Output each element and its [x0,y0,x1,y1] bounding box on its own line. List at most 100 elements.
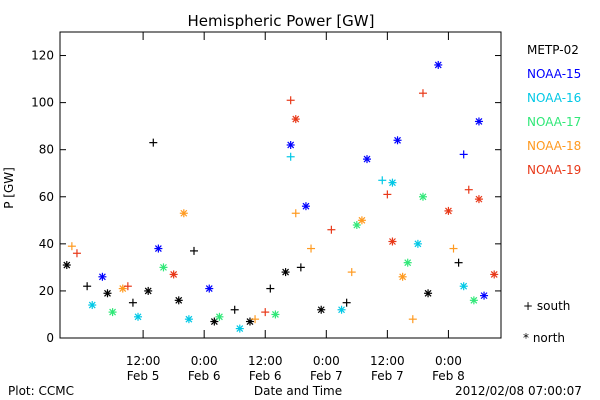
north-marker [215,312,224,321]
x-tick-label-date: Feb 6 [188,369,221,383]
south-marker [454,258,463,267]
south-marker [291,209,300,218]
series-noaa-15 [98,60,489,300]
north-marker [393,136,402,145]
south-marker [261,308,270,317]
north-marker [469,296,478,305]
y-tick-label: 80 [39,143,54,157]
north-marker [174,296,183,305]
north-marker [184,315,193,324]
south-marker [307,244,316,253]
south-marker [449,244,458,253]
series-noaa-18 [67,209,458,324]
south-marker [418,89,427,98]
south-marker [72,249,81,258]
plot-credit: Plot: CCMC [8,384,74,398]
data-marks [62,60,499,333]
north-marker [301,202,310,211]
x-tick-label-time: 0:00 [435,354,462,368]
series-noaa-17 [108,192,478,321]
x-tick-label-date: Feb 8 [432,369,465,383]
south-marker [149,138,158,147]
north-marker [134,312,143,321]
north-marker [205,284,214,293]
north-marker [403,258,412,267]
chart-title: Hemispheric Power [GW] [188,12,375,30]
north-marker [235,324,244,333]
north-marker [480,291,489,300]
legend: METP-02 NOAA-15 NOAA-16 NOAA-17 NOAA-18 NOAA-… [527,42,581,186]
north-marker [474,195,483,204]
x-tick-label-date: Feb 6 [249,369,282,383]
north-marker [291,115,300,124]
plot-timestamp: 2012/02/08 07:00:07 [455,384,582,398]
x-tick-label-time: 12:00 [248,354,283,368]
south-marker [251,315,260,324]
legend-item-noaa-18: NOAA-18 [527,139,582,153]
south-marker [464,185,473,194]
y-tick-label: 40 [39,237,54,251]
legend-item-noaa-16: NOAA-16 [527,91,582,105]
legend-item-noaa-19: NOAA-19 [527,163,582,177]
north-marker [444,206,453,215]
y-tick-label: 20 [39,284,54,298]
south-marker-key: + south [523,299,571,313]
south-marker [230,305,239,314]
series-noaa-16 [88,152,468,333]
south-marker [327,225,336,234]
plot-area [59,31,502,339]
north-marker [179,209,188,218]
north-marker [388,178,397,187]
x-tick-label-time: 0:00 [313,354,340,368]
north-marker [281,268,290,277]
north-marker [474,117,483,126]
north-marker [398,272,407,281]
north-marker [62,261,71,270]
x-tick-label-time: 0:00 [191,354,218,368]
north-marker [108,308,117,317]
north-marker [154,244,163,253]
north-marker [103,289,112,298]
south-marker [266,284,275,293]
north-marker [413,239,422,248]
north-marker-key: * north [523,331,566,345]
south-marker [128,298,137,307]
north-marker [271,310,280,319]
north-marker [363,155,372,164]
x-tick-label-time: 12:00 [370,354,405,368]
x-tick-label-date: Feb 5 [127,369,160,383]
south-marker [347,268,356,277]
x-axis-label: Date and Time [254,384,342,398]
north-marker [88,301,97,310]
south-marker [189,246,198,255]
north-marker [490,270,499,279]
north-marker [159,263,168,272]
north-marker [459,282,468,291]
south-marker [378,176,387,185]
y-tick-label: 0 [46,331,54,345]
north-marker [337,305,346,314]
legend-item-noaa-17: NOAA-17 [527,115,582,129]
south-marker [67,242,76,251]
south-marker [383,190,392,199]
south-marker [286,96,295,105]
north-marker [98,272,107,281]
south-marker [123,282,132,291]
x-tick-label-date: Feb 7 [371,369,404,383]
north-marker [388,237,397,246]
north-marker [424,289,433,298]
north-marker [357,216,366,225]
y-axis-label: P [GW] [2,167,16,209]
south-marker [296,263,305,272]
north-marker [169,270,178,279]
y-tick-label: 120 [31,49,54,63]
south-marker [83,282,92,291]
series-metp-02 [62,138,463,326]
south-marker [286,152,295,161]
south-marker [459,150,468,159]
south-marker [342,298,351,307]
south-marker [408,315,417,324]
north-marker [317,305,326,314]
